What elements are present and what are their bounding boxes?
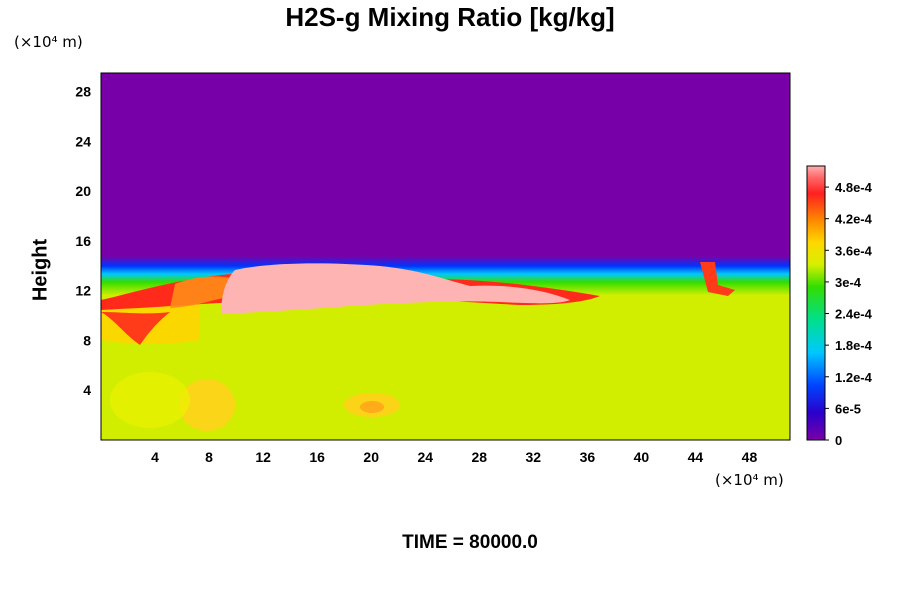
x-tick-label: 40: [634, 449, 650, 465]
colorbar-ticks: 0 6e-5 1.2e-4 1.8e-4 2.4e-4 3e-4 3.6e-4 4.2e-4 4…: [825, 180, 873, 448]
x-tick-label: 44: [688, 449, 704, 465]
orange-eddy-1: [179, 379, 235, 431]
y-tick-label: 4: [83, 382, 91, 398]
colorbar: [806, 165, 826, 441]
y-tick-label: 28: [75, 84, 91, 100]
colorbar-tick-label: 4.2e-4: [835, 212, 873, 227]
colorbar-tick-label: 2.4e-4: [835, 307, 873, 322]
y-tick-label: 20: [75, 183, 91, 199]
upper-layer: [101, 73, 790, 259]
colorbar-tick-label: 3.6e-4: [835, 243, 873, 258]
y-tick-label: 8: [83, 332, 91, 348]
x-tick-label: 20: [363, 449, 379, 465]
y-tick-label: 16: [75, 233, 91, 249]
x-tick-label: 32: [526, 449, 542, 465]
x-tick-label: 36: [580, 449, 596, 465]
x-axis-ticks: 4 8 12 16 20 24 28 32 36 40 44 48: [151, 449, 757, 465]
red-blob-right: [700, 262, 735, 296]
x-tick-label: 4: [151, 449, 159, 465]
orange-band: [170, 276, 240, 308]
red-plume-left: [101, 312, 170, 345]
colorbar-tick-label: 3e-4: [835, 275, 862, 290]
x-tick-label: 24: [417, 449, 433, 465]
lower-layer-top: [101, 285, 790, 440]
x-tick-label: 16: [309, 449, 325, 465]
x-tick-label: 8: [205, 449, 213, 465]
light-eddy-1: [110, 372, 190, 428]
colorbar-tick-label: 6e-5: [835, 401, 861, 416]
heatmap-field: [101, 73, 790, 440]
x-tick-label: 12: [255, 449, 271, 465]
colorbar-tick-label: 1.2e-4: [835, 370, 873, 385]
y-tick-label: 24: [75, 133, 91, 149]
y-axis-unit: (×10⁴ m): [14, 33, 83, 51]
time-label: TIME = 80000.0: [402, 532, 538, 553]
y-axis-ticks: 4 8 12 16 20 24 28: [75, 84, 91, 399]
x-tick-label: 28: [471, 449, 487, 465]
chart-title: H2S-g Mixing Ratio [kg/kg]: [285, 2, 615, 32]
pink-peak-band: [221, 263, 570, 314]
colorbar-tick-label: 1.8e-4: [835, 338, 873, 353]
plot-frame: [100, 72, 791, 441]
colorbar-tick-label: 0: [835, 433, 842, 448]
x-axis-unit: (×10⁴ m): [715, 471, 784, 489]
y-tick-label: 12: [75, 283, 91, 299]
colorbar-tick-label: 4.8e-4: [835, 180, 873, 195]
x-tick-label: 48: [742, 449, 758, 465]
orange-eddy-2-core: [360, 401, 384, 413]
